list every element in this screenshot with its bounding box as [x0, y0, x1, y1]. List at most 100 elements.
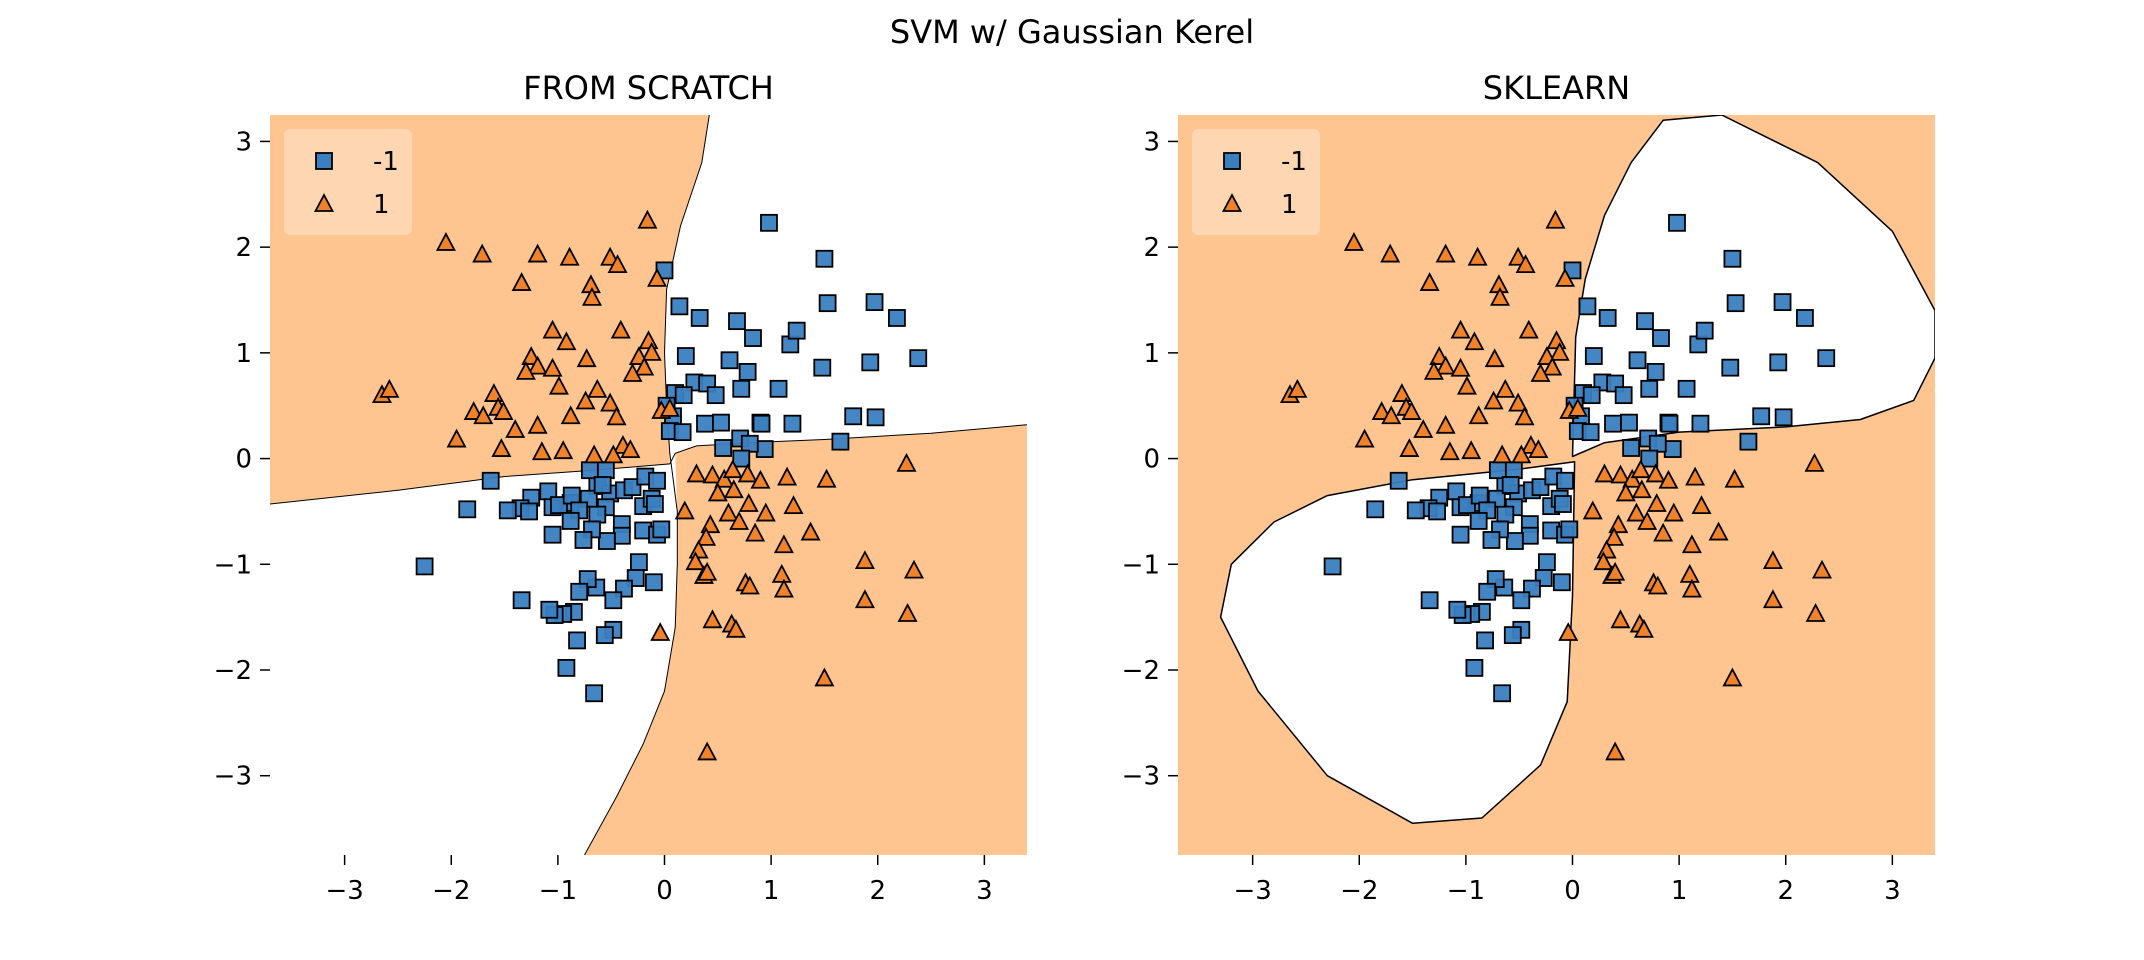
point-class-neg1 [1581, 423, 1600, 442]
point-class-neg1 [1366, 500, 1385, 519]
point-class-neg1 [1668, 213, 1686, 232]
point-class-1 [560, 405, 581, 425]
legend: -11 [284, 129, 412, 235]
point-class-1 [584, 444, 605, 464]
point-class-neg1 [1598, 309, 1617, 327]
point-class-1 [1582, 500, 1603, 520]
point-class-1 [1419, 272, 1440, 291]
point-class-1 [606, 406, 627, 426]
x-tick-label: 2 [869, 876, 886, 906]
point-class-neg1 [1640, 379, 1659, 398]
point-class-neg1 [1406, 501, 1425, 520]
point-class-1 [1615, 482, 1636, 502]
point-class-1 [1633, 618, 1654, 638]
point-class-neg1 [604, 591, 623, 610]
point-class-1 [1685, 466, 1706, 486]
point-class-neg1 [1552, 573, 1571, 592]
point-class-1 [777, 466, 798, 486]
legend-marker-triangle [1222, 193, 1242, 212]
point-class-neg1 [818, 294, 837, 313]
point-class-neg1 [1614, 386, 1633, 405]
point-class-1 [816, 468, 837, 488]
point-class-neg1 [574, 531, 593, 549]
point-class-neg1 [909, 349, 928, 368]
decision-boundary-vertical [584, 115, 710, 855]
point-class-neg1 [1691, 414, 1710, 433]
point-class-1 [739, 575, 760, 595]
x-axis: −3 −2 −1 0 1 2 3 [325, 855, 993, 906]
point-class-1 [641, 341, 662, 361]
point-class-neg1 [580, 461, 599, 480]
point-class-neg1 [1503, 626, 1522, 645]
legend-label: -1 [1281, 147, 1307, 177]
point-class-neg1 [1470, 486, 1489, 505]
figure-title: SVM w/ Gaussian Kerel [890, 13, 1254, 51]
point-class-1 [1605, 741, 1626, 761]
point-class-neg1 [720, 351, 739, 370]
y-tick-label: −2 [1122, 656, 1160, 686]
point-class-neg1 [1723, 249, 1742, 268]
point-class-neg1 [520, 502, 538, 521]
point-class-neg1 [415, 557, 434, 576]
point-class-1 [685, 551, 706, 571]
point-class-neg1 [1469, 512, 1488, 530]
point-class-neg1 [1584, 347, 1603, 365]
point-class-neg1 [630, 553, 648, 572]
point-class-1 [473, 405, 494, 425]
x-tick-label: 3 [976, 876, 993, 906]
point-class-1 [553, 440, 574, 460]
point-class-neg1 [1538, 553, 1556, 572]
point-class-1 [800, 521, 821, 541]
point-class-1 [1450, 319, 1471, 339]
point-class-1 [463, 401, 484, 420]
point-class-1 [493, 401, 514, 420]
point-class-1 [1423, 360, 1444, 380]
point-class-neg1 [1628, 351, 1647, 370]
point-class-1 [1435, 355, 1456, 375]
point-class-neg1 [1620, 413, 1638, 432]
point-class-neg1 [562, 486, 581, 505]
point-class-neg1 [1496, 505, 1515, 524]
x-tick-label: −2 [432, 876, 470, 906]
point-class-neg1 [831, 432, 850, 451]
point-class-neg1 [1622, 439, 1641, 457]
point-class-1 [1605, 561, 1626, 581]
point-class-1 [745, 522, 766, 542]
point-class-neg1 [1560, 520, 1579, 539]
point-class-neg1 [593, 476, 612, 494]
point-class-neg1 [543, 525, 562, 544]
point-class-1 [1610, 609, 1631, 629]
point-class-neg1 [498, 501, 517, 520]
legend-label: 1 [373, 190, 390, 220]
point-class-1 [1722, 667, 1743, 687]
legend-box [1192, 129, 1320, 235]
point-class-1 [697, 561, 718, 581]
point-class-neg1 [561, 512, 580, 530]
point-class-1 [1679, 563, 1700, 583]
point-class-1 [527, 243, 548, 263]
point-class-neg1 [1520, 526, 1539, 545]
point-class-1 [1626, 502, 1647, 522]
point-class-1 [814, 667, 835, 687]
point-class-neg1 [1739, 432, 1758, 451]
point-class-neg1 [1556, 471, 1574, 490]
point-class-1 [581, 286, 602, 306]
point-class-1 [1647, 575, 1668, 595]
point-class-1 [718, 502, 739, 522]
point-class-1 [1528, 439, 1549, 459]
point-class-1 [647, 267, 668, 287]
point-class-1 [1567, 397, 1588, 417]
subplot-title: SKLEARN [1483, 69, 1630, 107]
point-class-neg1 [645, 495, 664, 513]
point-class-neg1 [557, 658, 576, 677]
point-class-neg1 [738, 362, 757, 381]
x-tick-label: 0 [1564, 876, 1581, 906]
point-class-1 [725, 618, 746, 638]
point-class-1 [650, 622, 671, 641]
x-tick-label: −3 [1233, 876, 1271, 906]
x-tick-label: 3 [1884, 876, 1901, 906]
y-axis: 3 2 1 0 −1 −2 −3 [1122, 127, 1178, 792]
point-class-neg1 [1726, 294, 1745, 313]
point-class-neg1 [1604, 414, 1622, 433]
